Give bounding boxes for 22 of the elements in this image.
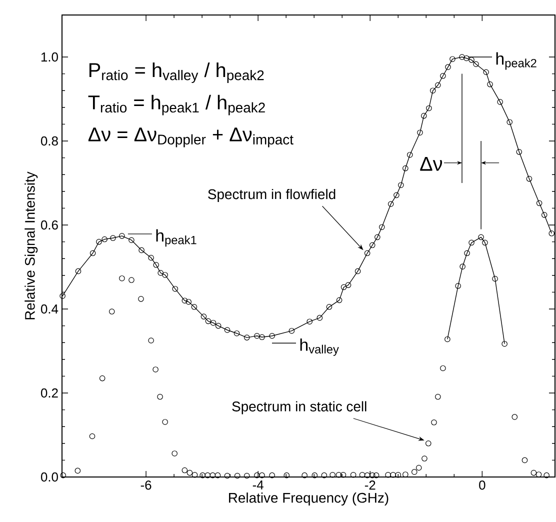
y-tick-label: 0.6 bbox=[40, 220, 58, 230]
y-tick-label: 0.8 bbox=[40, 136, 58, 146]
annotation: P$_{ratio}$ = h$_{valley}$ / h$_{peak2}$ bbox=[89, 62, 264, 83]
x-tick-label: -6 bbox=[140, 480, 152, 490]
annotation: h$_{valley}$ bbox=[300, 338, 339, 356]
annotation: h$_{peak2}$ bbox=[496, 52, 536, 70]
y-tick-label: 0.2 bbox=[40, 388, 58, 398]
x-tick-label: -2 bbox=[364, 480, 376, 490]
annotation: Spectrum in flowfield bbox=[208, 188, 336, 202]
annotation: T$_{ratio}$ = h$_{peak1}$ / h$_{peak2}$ bbox=[88, 94, 265, 116]
y-tick-label: 1.0 bbox=[41, 52, 58, 62]
line-series bbox=[447, 236, 505, 344]
y-axis-title: Relative Signal Intensity bbox=[24, 172, 38, 320]
annotation: Δν bbox=[420, 156, 442, 171]
annotation: Δν = Δν$_{Doppler}$ + Δν$_{impact}$ bbox=[88, 128, 294, 148]
annotation: h$_{peak1}$ bbox=[156, 229, 196, 247]
x-tick-label: 0 bbox=[479, 480, 486, 490]
x-tick-label: -4 bbox=[252, 480, 264, 490]
annotation: Spectrum in static cell bbox=[232, 401, 366, 414]
y-tick-label: 0.4 bbox=[40, 304, 58, 314]
y-tick-label: 0.0 bbox=[40, 472, 58, 482]
x-axis-title: Relative Frequency (GHz) bbox=[229, 492, 388, 506]
